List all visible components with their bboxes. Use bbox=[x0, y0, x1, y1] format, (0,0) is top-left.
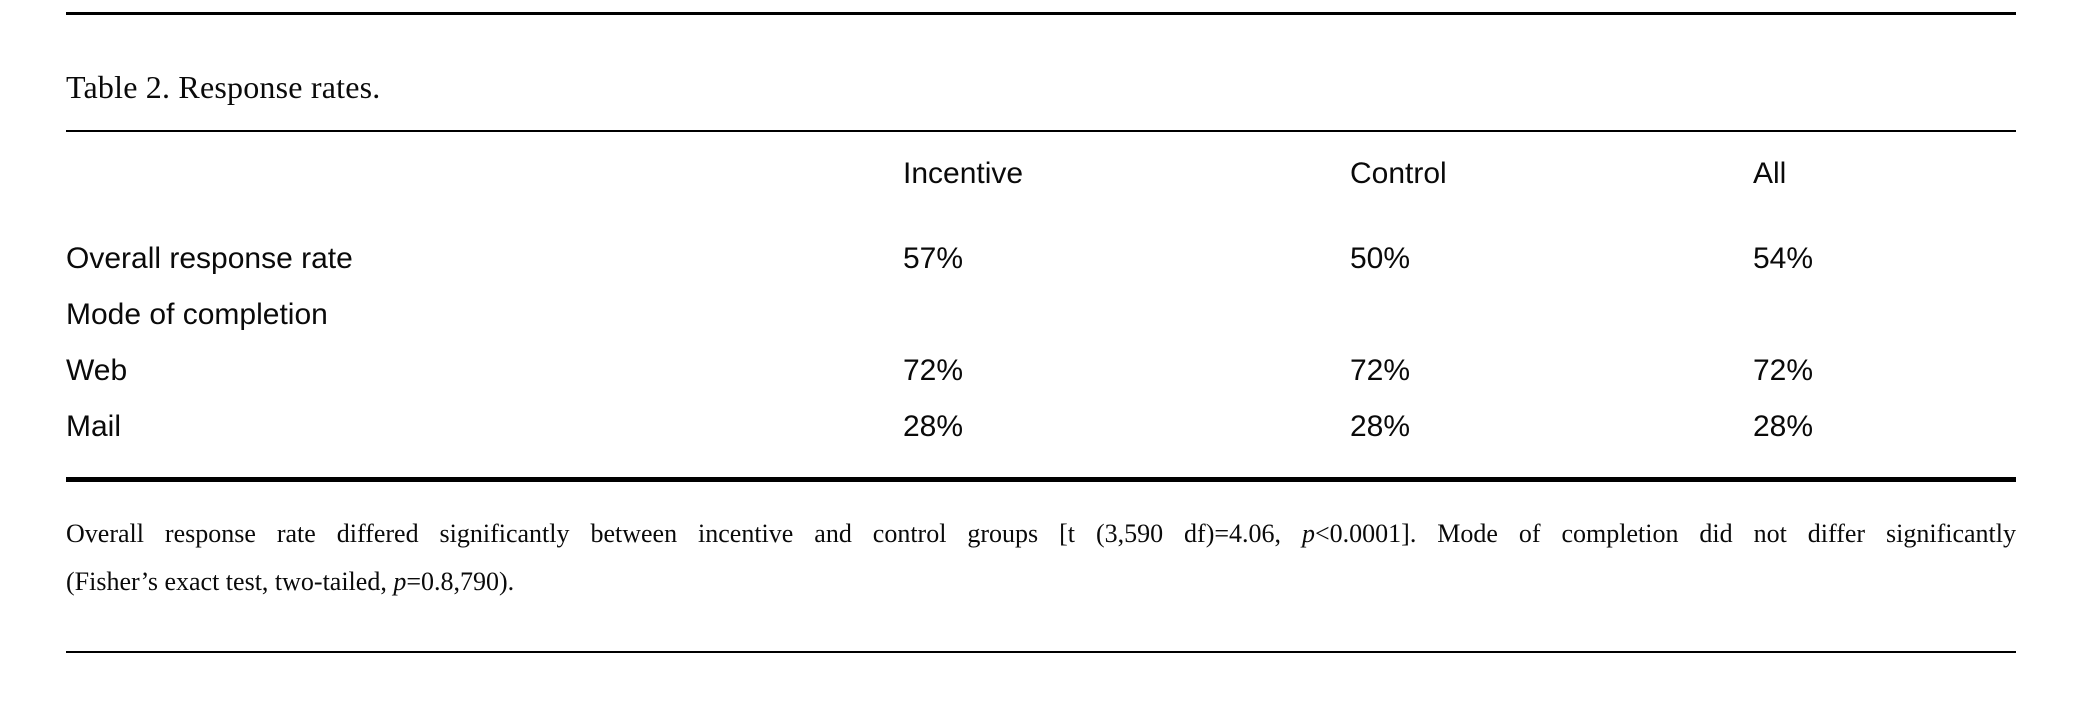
footnote-line-1: Overall response rate differed significa… bbox=[66, 510, 2016, 558]
value-cell: 72% bbox=[1753, 354, 1814, 387]
value-cell: 50% bbox=[1350, 242, 1411, 275]
italic-p: p bbox=[393, 566, 407, 596]
table-footnote: Overall response rate differed significa… bbox=[66, 510, 2016, 606]
header-rule bbox=[66, 129, 2016, 132]
value-cell bbox=[1350, 279, 1753, 335]
table-row-overall-response-rate: Overall response rate 57% 50% 54% bbox=[66, 219, 2016, 279]
value-cell: 54% bbox=[1753, 242, 1814, 275]
value-cell: 28% bbox=[1350, 410, 1411, 443]
table-bottom-rule bbox=[66, 477, 2016, 482]
footnote-text: <0.0001]. Mode of completion did not dif… bbox=[1315, 518, 2016, 548]
row-label: Mode of completion bbox=[66, 298, 328, 331]
bottom-rule bbox=[66, 650, 2016, 653]
column-header-incentive: Incentive bbox=[903, 157, 1024, 190]
value-cell: 28% bbox=[1753, 410, 1814, 443]
response-rates-table: Incentive Control All Overall response r… bbox=[66, 132, 2016, 447]
value-cell: 57% bbox=[903, 242, 964, 275]
header-row: Incentive Control All bbox=[66, 132, 2016, 219]
value-cell: 72% bbox=[1350, 354, 1411, 387]
row-label: Mail bbox=[66, 410, 122, 443]
table-sheet: Table 2. Response rates. Incentive Contr… bbox=[66, 12, 2016, 653]
top-rule bbox=[66, 12, 2016, 15]
column-header-all: All bbox=[1753, 157, 1787, 190]
row-label: Web bbox=[66, 354, 128, 387]
row-label: Overall response rate bbox=[66, 242, 353, 275]
page: Table 2. Response rates. Incentive Contr… bbox=[0, 12, 2083, 706]
value-cell: 72% bbox=[903, 354, 964, 387]
header-empty-cell bbox=[66, 132, 903, 219]
table-row-web: Web 72% 72% 72% bbox=[66, 335, 2016, 391]
table-title: Table 2. Response rates. bbox=[66, 68, 381, 105]
footnote-text: (Fisher’s exact test, two-tailed, bbox=[66, 566, 394, 596]
footnote-line-2: (Fisher’s exact test, two-tailed, p=0.8,… bbox=[66, 558, 2016, 606]
column-header-control: Control bbox=[1350, 157, 1447, 190]
footnote-text: =0.8,790). bbox=[406, 566, 515, 596]
table-row-mail: Mail 28% 28% 28% bbox=[66, 391, 2016, 447]
value-cell: 28% bbox=[903, 410, 964, 443]
table-row-mode-of-completion: Mode of completion bbox=[66, 279, 2016, 335]
footnote-text: Overall response rate differed significa… bbox=[66, 518, 1302, 548]
value-cell bbox=[903, 279, 1350, 335]
value-cell bbox=[1753, 279, 2016, 335]
italic-p: p bbox=[1302, 518, 1315, 548]
